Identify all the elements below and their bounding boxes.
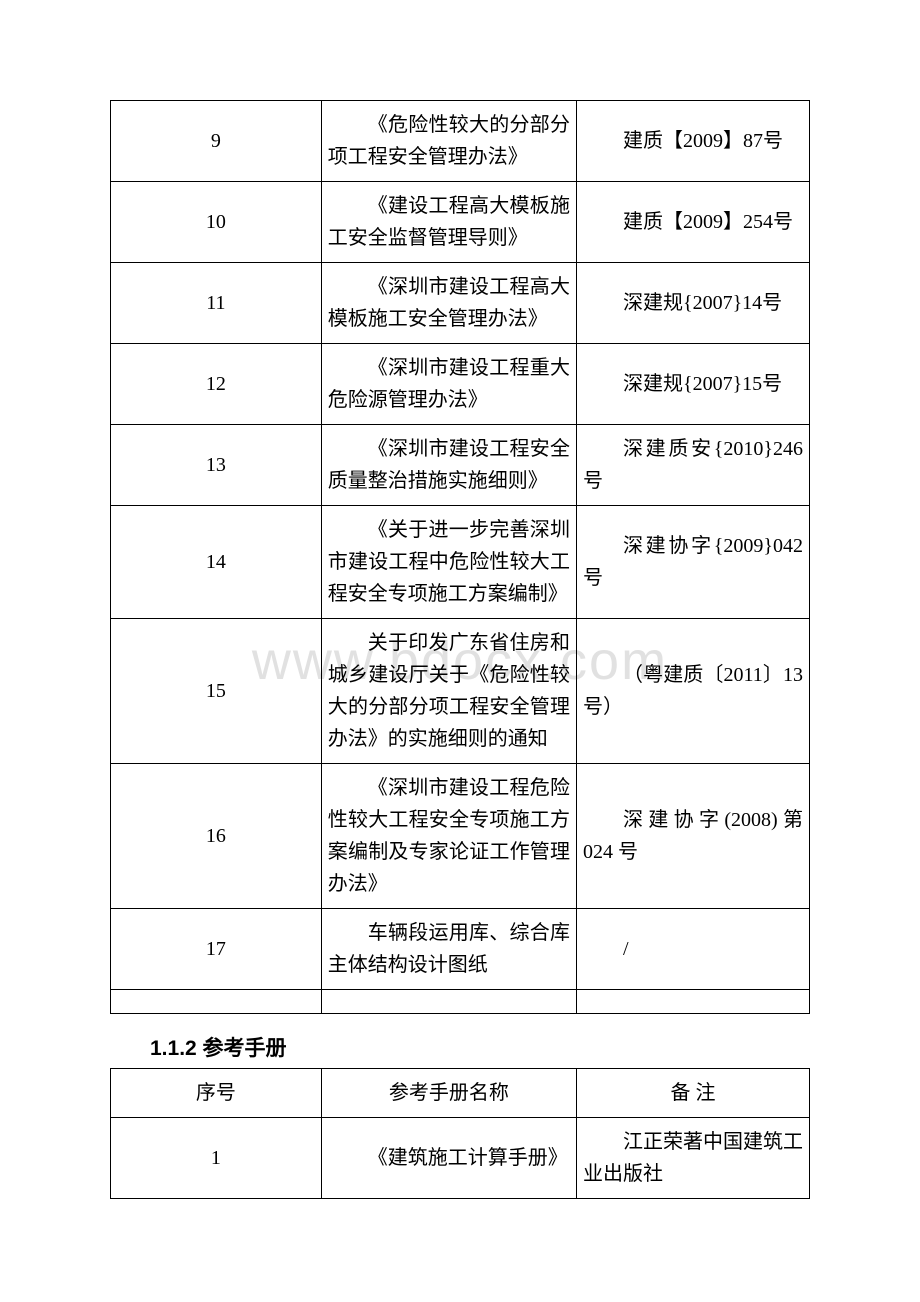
row-code: 深建规{2007}14号 (576, 263, 809, 344)
table-row: 17车辆段运用库、综合库主体结构设计图纸/ (111, 909, 810, 990)
header-name: 参考手册名称 (321, 1069, 576, 1118)
row-code: 建质【2009】87号 (576, 101, 809, 182)
row-number: 13 (111, 425, 322, 506)
row-name: 《深圳市建设工程高大模板施工安全管理办法》 (321, 263, 576, 344)
row-code: 深建协字{2009}042 号 (576, 506, 809, 619)
row-code: （粤建质〔2011〕13 号） (576, 619, 809, 764)
row-code: / (576, 909, 809, 990)
regulations-table: 9《危险性较大的分部分项工程安全管理办法》建质【2009】87号10《建设工程高… (110, 100, 810, 1014)
section-heading: 1.1.2 参考手册 (150, 1032, 810, 1062)
row-number: 1 (111, 1118, 322, 1199)
row-number: 14 (111, 506, 322, 619)
row-name: 《深圳市建设工程重大危险源管理办法》 (321, 344, 576, 425)
row-number: 17 (111, 909, 322, 990)
row-code: 建质【2009】254号 (576, 182, 809, 263)
row-name: 关于印发广东省住房和城乡建设厅关于《危险性较大的分部分项工程安全管理办法》的实施… (321, 619, 576, 764)
row-code: 江正荣著中国建筑工业出版社 (576, 1118, 809, 1199)
row-name: 《深圳市建设工程安全质量整治措施实施细则》 (321, 425, 576, 506)
header-num: 序号 (111, 1069, 322, 1118)
table-header-row: 序号 参考手册名称 备 注 (111, 1069, 810, 1118)
table-row: 15关于印发广东省住房和城乡建设厅关于《危险性较大的分部分项工程安全管理办法》的… (111, 619, 810, 764)
table-row: 11《深圳市建设工程高大模板施工安全管理办法》深建规{2007}14号 (111, 263, 810, 344)
row-code: 深建规{2007}15号 (576, 344, 809, 425)
row-code: 深建质安{2010}246 号 (576, 425, 809, 506)
table-row (111, 990, 810, 1014)
row-code: 深建协字(2008)第024 号 (576, 764, 809, 909)
row-number: 10 (111, 182, 322, 263)
table-row: 10《建设工程高大模板施工安全监督管理导则》建质【2009】254号 (111, 182, 810, 263)
reference-manual-table: 序号 参考手册名称 备 注 1《建筑施工计算手册》江正荣著中国建筑工业出版社 (110, 1068, 810, 1199)
row-name: 《建筑施工计算手册》 (321, 1118, 576, 1199)
table-row: 14《关于进一步完善深圳市建设工程中危险性较大工程安全专项施工方案编制》深建协字… (111, 506, 810, 619)
table-row: 16《深圳市建设工程危险性较大工程安全专项施工方案编制及专家论证工作管理办法》深… (111, 764, 810, 909)
row-number: 9 (111, 101, 322, 182)
row-number: 11 (111, 263, 322, 344)
row-number: 12 (111, 344, 322, 425)
row-name: 车辆段运用库、综合库主体结构设计图纸 (321, 909, 576, 990)
table-row: 9《危险性较大的分部分项工程安全管理办法》建质【2009】87号 (111, 101, 810, 182)
empty-cell (576, 990, 809, 1014)
row-name: 《建设工程高大模板施工安全监督管理导则》 (321, 182, 576, 263)
table-row: 1《建筑施工计算手册》江正荣著中国建筑工业出版社 (111, 1118, 810, 1199)
table-row: 13《深圳市建设工程安全质量整治措施实施细则》深建质安{2010}246 号 (111, 425, 810, 506)
row-name: 《关于进一步完善深圳市建设工程中危险性较大工程安全专项施工方案编制》 (321, 506, 576, 619)
table-row: 12《深圳市建设工程重大危险源管理办法》深建规{2007}15号 (111, 344, 810, 425)
row-name: 《危险性较大的分部分项工程安全管理办法》 (321, 101, 576, 182)
row-number: 15 (111, 619, 322, 764)
header-code: 备 注 (576, 1069, 809, 1118)
row-name: 《深圳市建设工程危险性较大工程安全专项施工方案编制及专家论证工作管理办法》 (321, 764, 576, 909)
empty-cell (321, 990, 576, 1014)
empty-cell (111, 990, 322, 1014)
row-number: 16 (111, 764, 322, 909)
